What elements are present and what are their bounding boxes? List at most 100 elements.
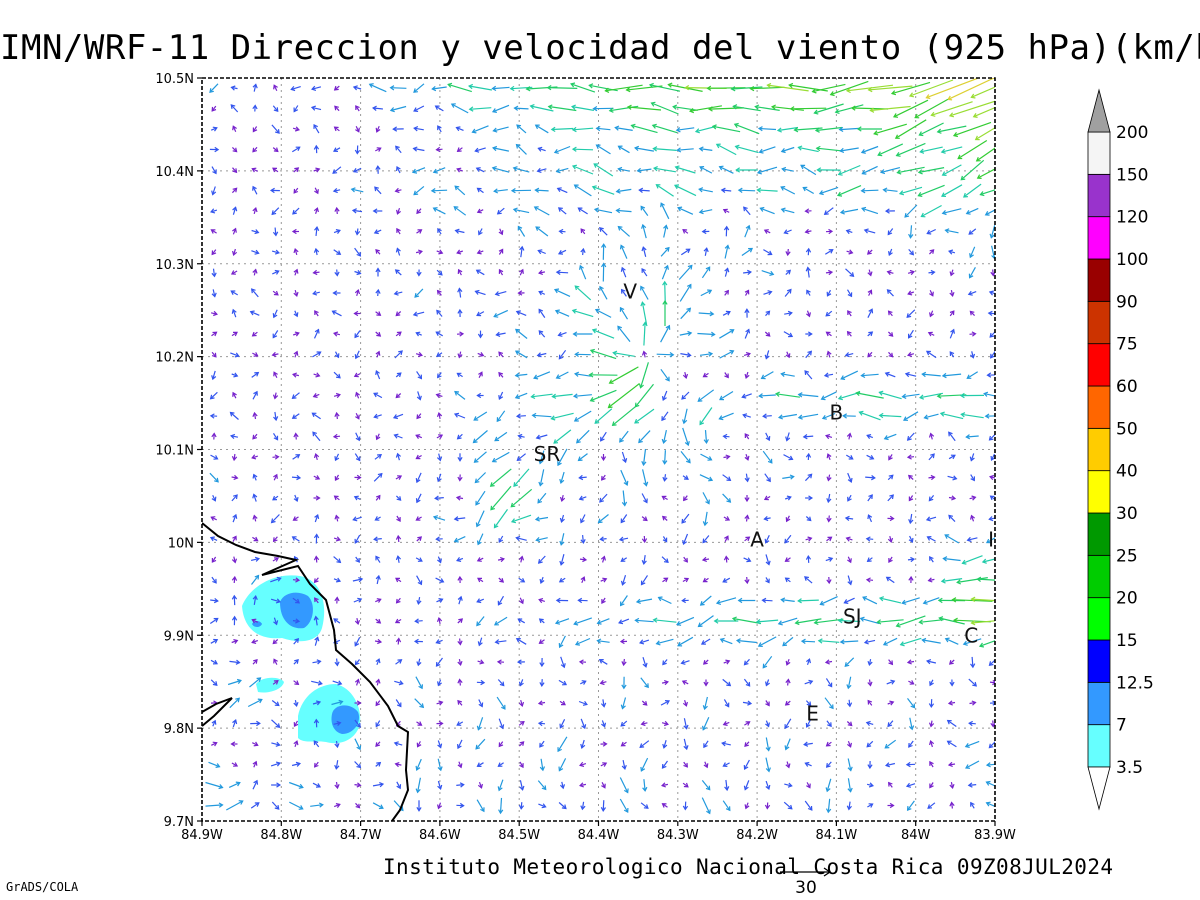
wind-vector — [252, 390, 258, 400]
wind-vector — [210, 516, 217, 521]
wind-vector — [333, 618, 341, 624]
wind-vector — [702, 717, 710, 731]
wind-vector — [559, 781, 566, 790]
wind-vector — [619, 244, 628, 259]
x-tick-label: 84.1W — [815, 828, 857, 843]
wind-vector — [518, 721, 525, 726]
wind-vector — [510, 514, 532, 524]
wind-vector — [571, 164, 594, 175]
wind-vector — [775, 391, 800, 398]
wind-vector — [375, 700, 381, 707]
wind-vector — [952, 121, 992, 138]
wind-vector — [732, 104, 761, 112]
wind-vector — [744, 433, 750, 440]
wind-vector — [919, 146, 943, 154]
wind-vector — [742, 700, 753, 706]
wind-vector — [209, 83, 219, 94]
wind-vector — [374, 186, 382, 195]
wind-vector — [715, 143, 737, 156]
wind-vector — [661, 760, 668, 769]
wind-vector — [453, 516, 466, 522]
wind-vector — [723, 516, 731, 521]
wind-vector — [969, 310, 976, 317]
wind-vector — [372, 782, 385, 788]
wind-vector — [476, 392, 484, 399]
wind-vector — [493, 616, 508, 626]
wind-vector — [393, 741, 403, 747]
wind-vector — [312, 393, 320, 398]
colorbar-segment — [1087, 131, 1111, 175]
wind-vector — [784, 310, 793, 316]
wind-vector — [375, 658, 381, 666]
wind-vector — [887, 700, 895, 706]
wind-vector — [618, 618, 630, 625]
city-labels: V B SR A SJ C E I — [534, 280, 994, 726]
wind-vector — [271, 719, 281, 728]
wind-vector — [826, 350, 832, 358]
wind-vector — [970, 620, 995, 626]
wind-vector — [908, 495, 914, 502]
wind-vector — [395, 372, 402, 378]
wind-vector — [250, 802, 260, 809]
wind-vector — [210, 229, 217, 234]
wind-vector — [230, 104, 239, 113]
wind-vector — [638, 430, 651, 444]
wind-vector — [456, 433, 463, 440]
wind-vector — [537, 720, 546, 727]
wind-vector — [976, 168, 995, 179]
wind-vector — [232, 513, 238, 523]
wind-vector — [858, 410, 881, 421]
wind-vector — [414, 618, 423, 624]
wind-vector — [962, 638, 982, 646]
y-tick-label: 9.7N — [164, 815, 194, 830]
wind-vector — [737, 187, 756, 193]
wind-vector — [436, 352, 443, 357]
wind-vector — [922, 597, 940, 605]
wind-vector — [415, 516, 422, 521]
wind-vector — [863, 639, 876, 645]
wind-vector — [968, 720, 976, 727]
wind-vector — [550, 126, 574, 133]
wind-vector — [621, 676, 627, 690]
wind-vector — [414, 288, 424, 298]
wind-vector — [208, 761, 221, 768]
wind-vector — [456, 167, 464, 173]
wind-vector — [661, 390, 668, 402]
wind-vector — [332, 680, 343, 686]
wind-vector — [293, 638, 300, 645]
colorbar-segment — [1087, 300, 1111, 345]
wind-vector — [694, 125, 717, 134]
wind-vector — [865, 720, 874, 727]
wind-vector — [313, 167, 321, 173]
wind-vector — [538, 639, 545, 644]
wind-vector — [867, 269, 873, 277]
wind-vector — [948, 100, 995, 118]
wind-vector — [314, 761, 319, 768]
wind-vector — [802, 434, 814, 440]
wind-vector — [928, 474, 936, 481]
wind-vector — [600, 262, 607, 282]
wind-vector — [926, 228, 936, 235]
wind-vector — [965, 760, 980, 769]
wind-vector — [719, 349, 735, 359]
wind-vector — [662, 740, 668, 749]
x-tick-label: 84.4W — [578, 828, 620, 843]
wind-vector — [229, 433, 239, 440]
wind-vector — [662, 659, 668, 666]
wind-vector — [272, 536, 278, 543]
wind-vector — [908, 79, 954, 98]
wind-vector — [293, 658, 299, 665]
wind-vector — [572, 331, 593, 337]
wind-vector — [839, 208, 859, 215]
wind-vector — [640, 802, 649, 809]
city-label-sj: SJ — [843, 605, 862, 629]
wind-vector — [814, 126, 843, 133]
wind-vector — [743, 206, 751, 216]
wind-vector — [211, 719, 217, 727]
wind-vector — [375, 433, 381, 441]
wind-vector — [949, 328, 955, 339]
wind-vector — [641, 246, 647, 257]
wind-vector — [518, 699, 525, 707]
wind-vector — [701, 228, 710, 235]
wind-vector — [947, 78, 995, 101]
